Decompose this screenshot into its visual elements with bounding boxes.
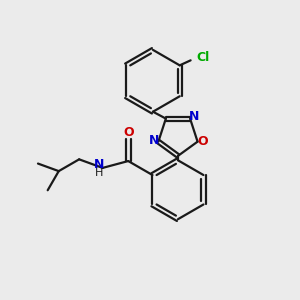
Text: O: O: [123, 126, 134, 139]
Text: N: N: [149, 134, 159, 147]
Text: N: N: [189, 110, 200, 123]
Text: Cl: Cl: [196, 52, 209, 64]
Text: H: H: [95, 168, 103, 178]
Text: O: O: [197, 135, 208, 148]
Text: N: N: [94, 158, 104, 171]
